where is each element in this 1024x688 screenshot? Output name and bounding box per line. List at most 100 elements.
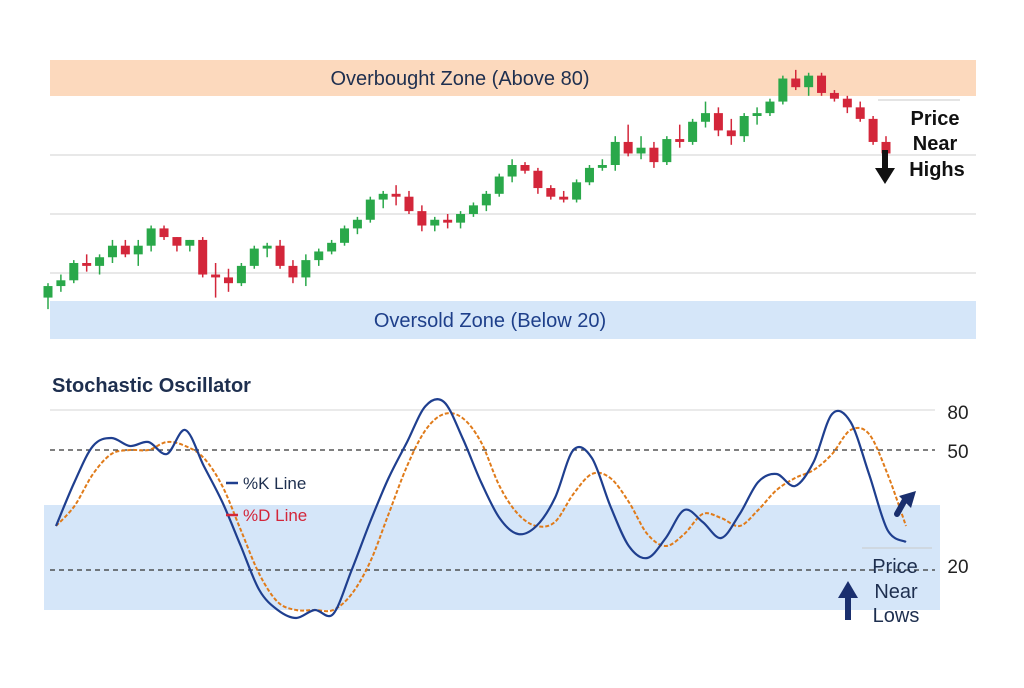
- overbought-label: Overbought Zone (Above 80): [330, 68, 589, 90]
- candle: [417, 205, 427, 232]
- candle-body: [533, 170, 543, 189]
- candle: [481, 190, 491, 212]
- price-panel: Overbought Zone (Above 80) Oversold Zone…: [43, 60, 976, 339]
- candle: [301, 254, 311, 287]
- candle-body: [636, 147, 646, 154]
- candle: [107, 239, 117, 263]
- candle-body: [301, 260, 311, 278]
- candle: [520, 162, 530, 174]
- candle: [327, 239, 337, 255]
- legend: %K Line %D Line: [226, 474, 307, 525]
- candle: [56, 274, 66, 292]
- candle: [572, 179, 582, 203]
- legend-d-label: %D Line: [243, 506, 307, 525]
- oversold-shaded-band: [44, 505, 940, 610]
- candle-body: [107, 245, 117, 258]
- candle: [791, 69, 801, 91]
- candle-body: [223, 277, 233, 284]
- candle-body: [597, 165, 607, 168]
- candle-body: [185, 239, 195, 246]
- candle-body: [352, 219, 362, 229]
- candle-body: [481, 193, 491, 206]
- candle: [352, 216, 362, 235]
- candle-body: [520, 165, 530, 171]
- candle: [43, 283, 53, 310]
- candle: [262, 242, 272, 258]
- y-tick-label-20: 20: [947, 557, 968, 578]
- candle-body: [236, 265, 246, 284]
- candle: [133, 239, 143, 266]
- candle-body: [649, 147, 659, 163]
- candle: [443, 214, 453, 229]
- oscillator-title: Stochastic Oscillator: [52, 375, 251, 397]
- candle-body: [855, 107, 865, 119]
- candle: [378, 190, 388, 209]
- candle: [688, 118, 698, 145]
- candle: [559, 190, 569, 203]
- candle: [69, 260, 79, 284]
- candle: [765, 98, 775, 116]
- candle-body: [262, 245, 272, 249]
- up-right-arrow-icon: [894, 491, 916, 517]
- oscillator-panel: Stochastic Oscillator 80 50 20 %K Line %…: [44, 375, 969, 627]
- candle: [829, 90, 839, 102]
- candle-body: [623, 141, 633, 154]
- candle: [275, 239, 285, 269]
- candle: [546, 185, 556, 200]
- candle-body: [391, 193, 401, 197]
- candle-body: [211, 274, 221, 278]
- y-tick-label-80: 80: [947, 403, 968, 424]
- candle-body: [610, 141, 620, 165]
- candle-body: [340, 228, 350, 243]
- candle-body: [868, 118, 878, 142]
- candle: [95, 254, 105, 275]
- candle: [507, 159, 517, 183]
- up-arrow-icon: [838, 581, 858, 620]
- candle: [82, 254, 92, 272]
- lows-annotation-line3: Lows: [873, 605, 920, 627]
- candle-body: [791, 78, 801, 88]
- candle: [288, 260, 298, 284]
- candle: [662, 136, 672, 165]
- candle: [456, 211, 466, 229]
- candle-body: [752, 113, 762, 116]
- candle: [314, 248, 324, 266]
- candle-body: [675, 139, 685, 142]
- candle: [430, 216, 440, 232]
- candle: [391, 185, 401, 206]
- candle-body: [713, 113, 723, 131]
- candle: [249, 245, 259, 269]
- candle-body: [327, 242, 337, 252]
- candle: [365, 196, 375, 223]
- down-arrow-icon: [875, 150, 895, 184]
- candle-body: [56, 280, 66, 287]
- candle: [146, 225, 156, 252]
- candle-body: [572, 182, 582, 200]
- candle: [159, 225, 169, 240]
- candle: [404, 190, 414, 214]
- candle: [855, 101, 865, 122]
- candle: [120, 239, 130, 258]
- highs-annotation-line3: Highs: [909, 159, 965, 181]
- candle-body: [456, 214, 466, 223]
- candle: [817, 72, 827, 96]
- candle: [713, 107, 723, 137]
- highs-annotation-line2: Near: [913, 133, 958, 155]
- candle-body: [468, 205, 478, 214]
- candle: [804, 72, 814, 96]
- candle: [533, 167, 543, 194]
- candle: [868, 116, 878, 145]
- candle-body: [817, 75, 827, 93]
- candle: [752, 107, 762, 125]
- candle-body: [159, 228, 169, 238]
- candle-body: [417, 211, 427, 226]
- candle: [172, 237, 182, 252]
- candle-body: [559, 196, 569, 200]
- oversold-label: Oversold Zone (Below 20): [374, 310, 606, 332]
- candle-body: [404, 196, 414, 212]
- candle-body: [765, 101, 775, 114]
- candle-body: [133, 245, 143, 255]
- candle: [211, 263, 221, 298]
- candle-body: [69, 263, 79, 281]
